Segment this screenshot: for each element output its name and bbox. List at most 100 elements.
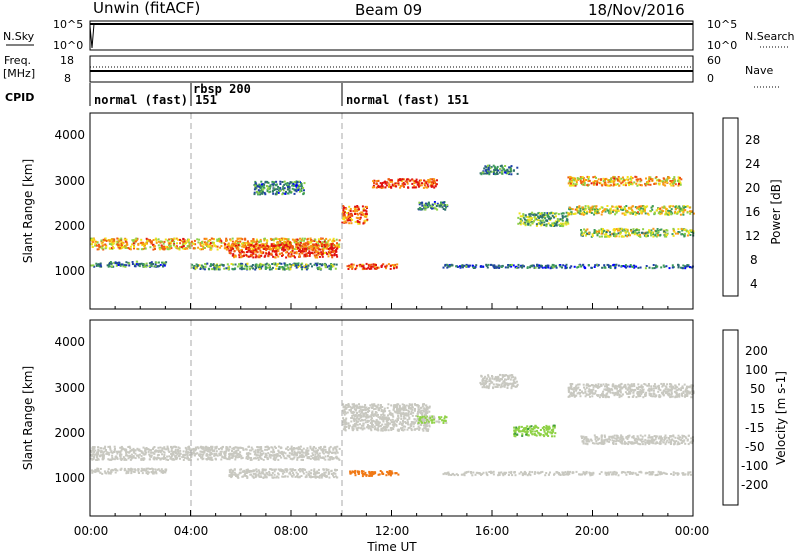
power-cell [176, 242, 178, 245]
power-cell [546, 212, 549, 215]
power-cell [618, 184, 621, 187]
velocity-cell [297, 446, 300, 449]
power-cell [226, 263, 229, 266]
power-cell [567, 182, 570, 185]
power-cell [272, 238, 275, 241]
power-cell [124, 245, 127, 248]
power-cell [331, 254, 333, 257]
power-cell [606, 235, 609, 238]
power-cell [440, 201, 442, 204]
power-cell [365, 212, 368, 215]
power-cell [326, 241, 329, 244]
power-cell [432, 178, 435, 181]
power-cell [677, 184, 680, 187]
power-cell [370, 267, 373, 270]
power-cell [262, 183, 265, 186]
power-cell [679, 266, 682, 269]
velocity-cell [306, 451, 309, 454]
power-cell [632, 265, 635, 268]
power-cell [341, 221, 344, 224]
velocity-cell [328, 447, 331, 450]
velocity-cell [281, 470, 284, 473]
velocity-cell [177, 446, 180, 449]
velocity-cell [250, 473, 252, 476]
power-cell [182, 238, 185, 241]
power-cell [335, 238, 338, 241]
power-cell [426, 202, 429, 205]
power-cell [646, 234, 649, 237]
power-cell [483, 167, 486, 170]
power-cell [588, 179, 591, 182]
power-cell [325, 263, 327, 266]
power-cell [258, 190, 261, 193]
power-cell [590, 266, 593, 269]
power-cell [231, 244, 234, 247]
power-cell [296, 186, 299, 189]
power-cell [422, 186, 425, 189]
velocity-cell [255, 468, 258, 471]
velocity-cell [228, 448, 231, 451]
power-cell [167, 248, 170, 251]
power-cell [434, 185, 437, 188]
power-cell [555, 222, 558, 225]
velocity-cell [291, 468, 294, 471]
power-cell [611, 232, 614, 235]
power-cell [336, 255, 339, 258]
velocity-cell [309, 476, 312, 479]
power-cell [537, 215, 540, 218]
velocity-cell [163, 455, 166, 458]
velocity-cell [328, 449, 331, 452]
power-cell [678, 205, 681, 208]
velocity-cell [167, 449, 170, 452]
velocity-cell [97, 469, 100, 472]
power-cell [204, 243, 207, 246]
velocity-cell [300, 449, 303, 452]
power-cell [286, 240, 289, 243]
power-cell [359, 263, 362, 266]
velocity-cell [138, 449, 140, 452]
power-cell [105, 245, 108, 248]
power-cell [518, 212, 521, 215]
power-cell [120, 237, 123, 240]
velocity-cell [248, 445, 250, 448]
power-cell [312, 245, 315, 248]
power-cell [624, 209, 627, 212]
velocity-cell [210, 446, 213, 448]
velocity-cell [94, 468, 97, 471]
cpid-segment-2: rbsp 200 [193, 82, 251, 96]
velocity-cell [91, 471, 94, 474]
velocity-cell [335, 450, 338, 453]
velocity-cell [275, 476, 278, 479]
power-cell [161, 261, 163, 264]
velocity-cell [337, 457, 340, 460]
velocity-cell [208, 458, 211, 461]
power-cell [186, 245, 189, 248]
power-cell [313, 244, 316, 246]
power-cell [209, 241, 212, 244]
power-cell [281, 248, 284, 251]
velocity-cell [243, 469, 246, 472]
power-cell [265, 242, 268, 245]
velocity-cell [152, 446, 155, 449]
power-cell [125, 241, 128, 244]
power-cell [288, 241, 291, 244]
power-cell [376, 266, 379, 269]
power-cell [644, 267, 647, 270]
power-cell [561, 219, 564, 222]
velocity-cell [334, 452, 337, 455]
velocity-cell [310, 455, 313, 458]
power-cell [100, 242, 103, 245]
power-cell [128, 262, 131, 265]
velocity-cell [125, 451, 128, 454]
velocity-cell [314, 447, 317, 450]
power-cell [273, 256, 276, 259]
velocity-cell [187, 451, 189, 454]
velocity-cell [389, 474, 392, 477]
power-cell [686, 211, 689, 214]
power-cell [302, 192, 305, 195]
velocity-cell [308, 457, 311, 460]
power-cell [182, 241, 185, 243]
velocity-cell [140, 457, 143, 460]
power-cell [230, 247, 233, 250]
velocity-cell [147, 471, 150, 474]
